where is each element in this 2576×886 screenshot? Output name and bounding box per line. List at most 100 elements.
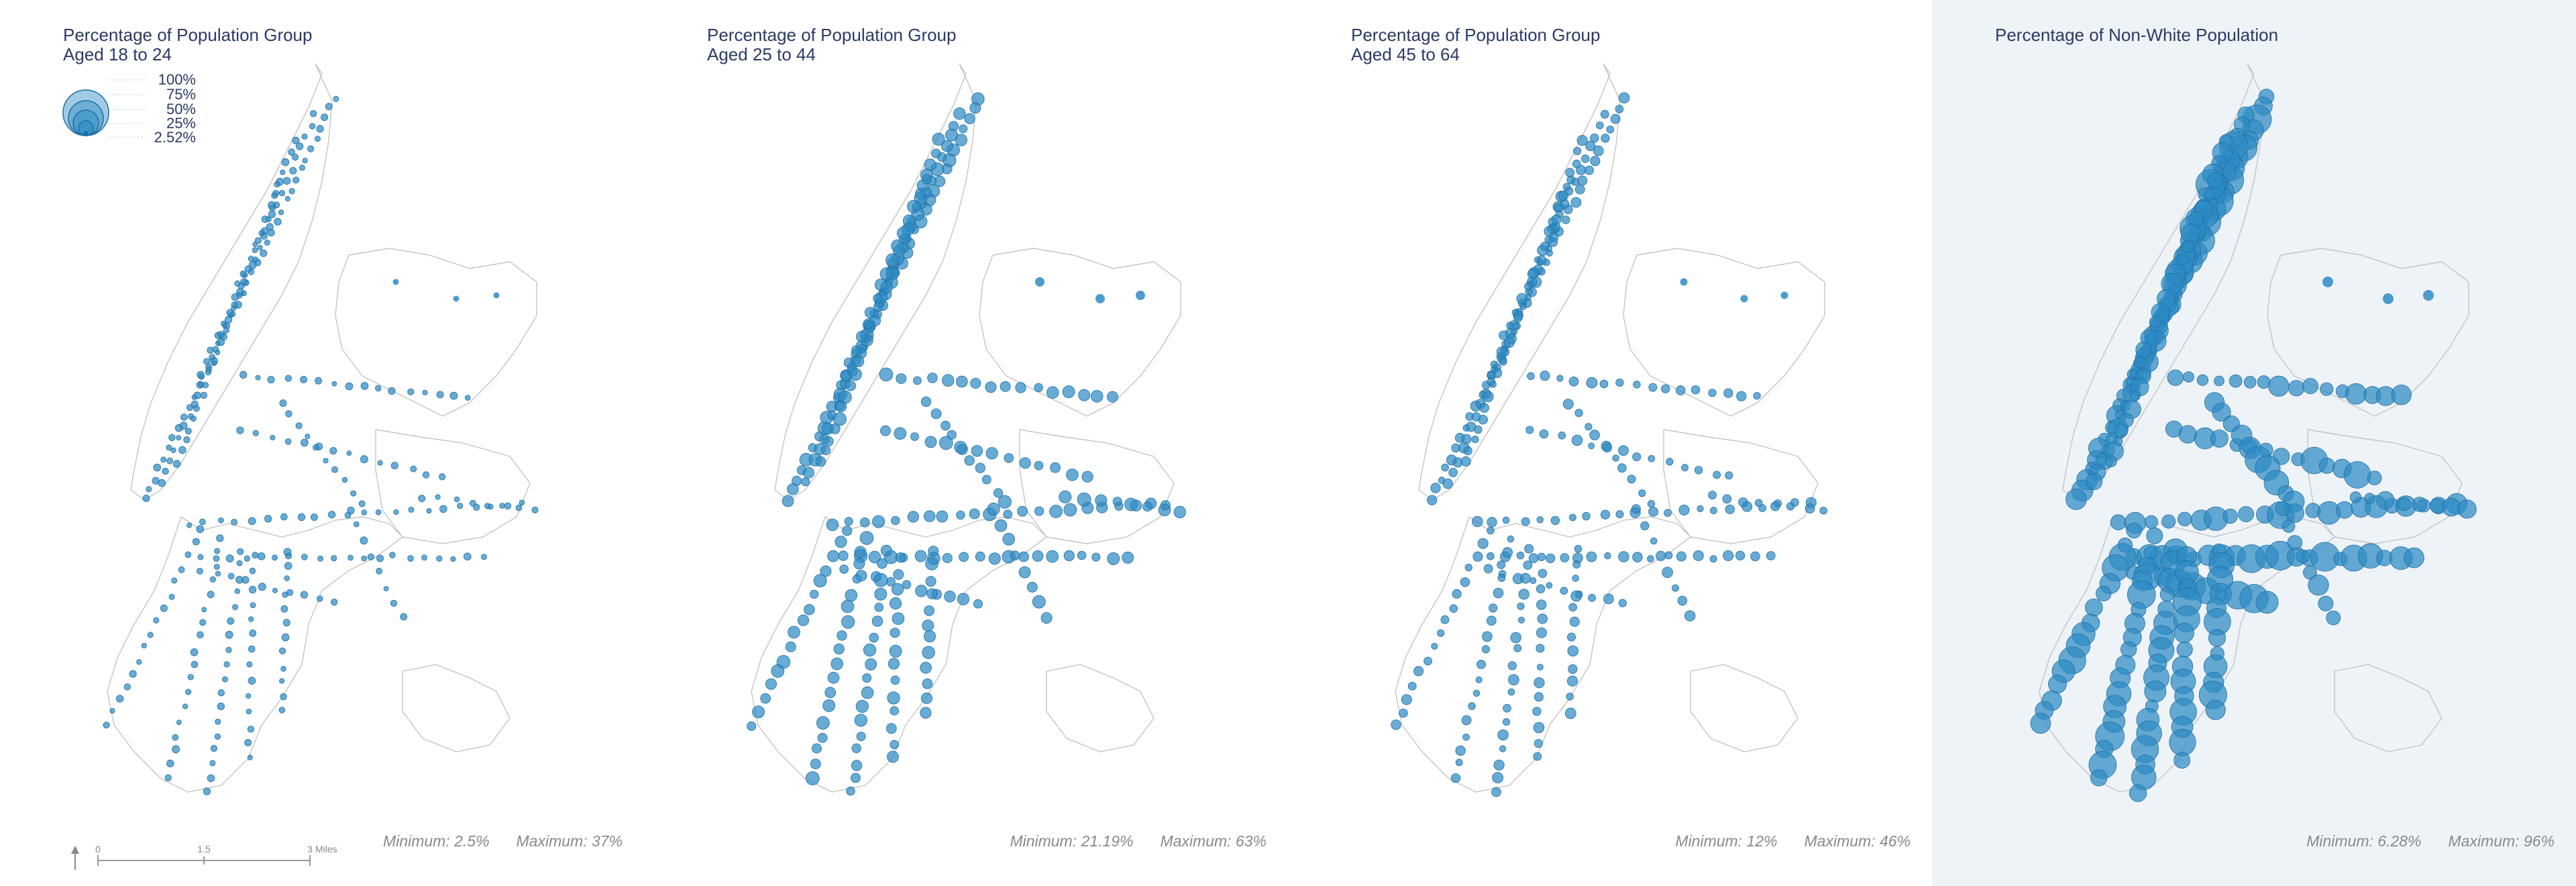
- station-dot: [2182, 240, 2195, 253]
- station-dot: [214, 332, 221, 339]
- station-dot: [1477, 660, 1486, 669]
- station-dot: [274, 217, 282, 226]
- station-dot: [470, 499, 476, 507]
- station-dot: [1577, 175, 1588, 186]
- station-dot: [2288, 380, 2305, 397]
- station-dot: [924, 510, 936, 522]
- station-dot: [400, 613, 408, 621]
- station-dot: [2090, 769, 2108, 787]
- station-dot: [1519, 303, 1527, 310]
- station-dot: [879, 267, 893, 281]
- station-dot: [162, 467, 169, 475]
- station-dot: [1460, 456, 1471, 466]
- station-dot: [927, 373, 938, 383]
- station-dot: [944, 591, 956, 603]
- station-dot: [1487, 371, 1495, 379]
- station-dot: [810, 589, 819, 599]
- station-dot: [1442, 479, 1453, 489]
- station-dot: [260, 249, 268, 257]
- station-dot: [920, 707, 932, 719]
- station-dot: [1600, 109, 1609, 119]
- station-dot: [1593, 145, 1604, 156]
- station-dot: [1585, 423, 1593, 431]
- station-dot: [880, 425, 891, 436]
- station-dot: [851, 345, 861, 355]
- station-dot: [785, 641, 796, 652]
- station-dot: [841, 615, 855, 629]
- station-dot: [389, 552, 396, 558]
- station-dot: [197, 554, 204, 560]
- station-dot: [408, 507, 415, 513]
- station-dot: [894, 427, 907, 440]
- station-dot: [2196, 374, 2208, 386]
- station-dot: [193, 391, 201, 399]
- coastline-path: [335, 248, 537, 417]
- station-dot: [160, 456, 167, 463]
- station-dot: [1540, 242, 1550, 251]
- station-dot: [203, 787, 211, 795]
- station-dot: [1618, 551, 1629, 562]
- station-dot: [2149, 315, 2162, 329]
- station-dot: [453, 295, 460, 302]
- station-dot: [1566, 675, 1578, 687]
- station-dot: [1585, 140, 1596, 152]
- station-dot: [817, 733, 828, 743]
- station-dot: [103, 722, 110, 729]
- coastline-path: [2334, 664, 2443, 752]
- station-dot: [1562, 183, 1571, 191]
- station-dot: [184, 428, 192, 435]
- station-dot: [891, 239, 904, 252]
- station-dot: [912, 202, 922, 211]
- station-dot: [1046, 550, 1059, 563]
- station-dot: [1648, 383, 1658, 392]
- station-dot: [2364, 493, 2375, 504]
- station-dot: [1648, 454, 1656, 462]
- coastline-path: [375, 429, 531, 544]
- station-dot: [782, 495, 794, 507]
- station-dot: [171, 577, 178, 584]
- station-dot: [1413, 666, 1424, 677]
- station-dot: [301, 133, 308, 140]
- station-dot: [1026, 581, 1038, 593]
- station-dot: [1556, 375, 1564, 382]
- station-dot: [2086, 473, 2103, 491]
- station-dot: [920, 661, 932, 674]
- station-dot: [254, 237, 262, 244]
- map-panel-age-25-44: Percentage of Population Group Aged 25 t…: [644, 0, 1288, 886]
- station-dot: [964, 113, 975, 125]
- station-dot: [1572, 560, 1581, 569]
- station-dot: [2326, 610, 2341, 626]
- station-dot: [1506, 322, 1514, 330]
- station-dot: [1672, 584, 1679, 592]
- station-dot: [907, 511, 919, 523]
- station-dot: [300, 376, 308, 383]
- station-dot: [1558, 431, 1566, 440]
- station-dot: [890, 706, 900, 716]
- station-dot: [1589, 430, 1600, 440]
- station-dot: [1450, 773, 1461, 783]
- station-dot: [317, 555, 324, 562]
- station-dot: [936, 510, 949, 523]
- station-dot: [994, 519, 1008, 532]
- station-dot: [1725, 471, 1733, 480]
- station-dot: [358, 500, 366, 507]
- station-dot: [993, 488, 1004, 498]
- station-dot: [360, 382, 369, 390]
- station-dot: [1574, 545, 1582, 553]
- station-dot: [1034, 383, 1043, 393]
- station-dot: [289, 166, 297, 175]
- station-dot: [915, 188, 926, 199]
- station-dot: [1475, 676, 1483, 683]
- station-dot: [1471, 436, 1479, 444]
- station-dot: [880, 544, 892, 556]
- station-dot: [1035, 277, 1044, 287]
- station-dot: [1461, 715, 1472, 726]
- station-dot: [845, 380, 856, 391]
- station-dot: [295, 422, 303, 430]
- station-dot: [248, 616, 254, 622]
- coastline-path: [1019, 429, 1175, 544]
- station-dot: [2210, 430, 2229, 448]
- station-dot: [231, 293, 239, 301]
- station-dot: [2135, 341, 2152, 358]
- station-dot: [969, 508, 980, 520]
